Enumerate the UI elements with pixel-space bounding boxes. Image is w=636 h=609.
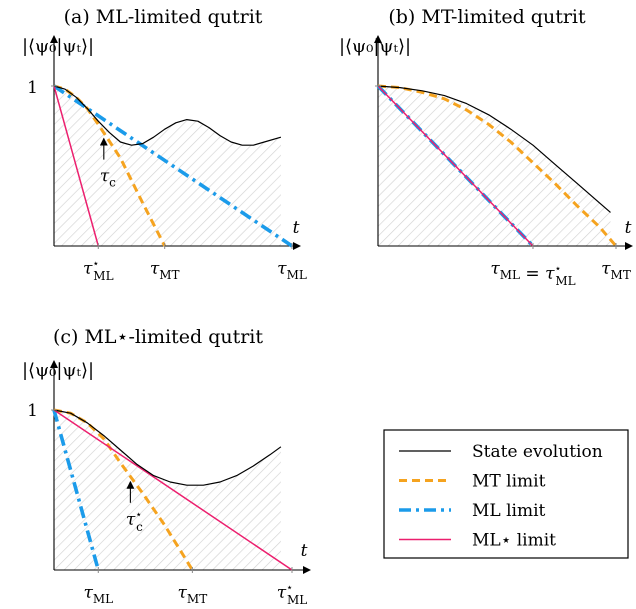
panel-c-mlstar-line <box>53 409 293 571</box>
panel-c-ml-line <box>52 409 101 571</box>
panel-a-plot: τ⋆ ML τMT τML τc <box>50 35 307 283</box>
panel-a-x-tick-label-2: τML <box>277 259 307 282</box>
panel-a-mlstar-line <box>53 85 100 247</box>
panel-a-annotation-label-0: τc <box>100 167 116 190</box>
panel-a-xlabel: t <box>293 218 300 238</box>
panel-c-plot: τML τMT τ⋆ ML τ⋆ c <box>50 360 311 607</box>
legend-label-state: State evolution <box>472 442 603 462</box>
panel-b-state-evolution-line <box>377 85 611 213</box>
panel-c-ylabel: |⟨ψ₀|ψₜ⟩| <box>22 360 94 381</box>
panel-b: (b) MT-limited qutrit |⟨ψ₀|ψₜ⟩| τML = τ⋆… <box>339 6 633 288</box>
panel-b-xlabel: t <box>625 218 632 238</box>
panel-c-xlabel: t <box>301 541 308 561</box>
panel-c-ytick-one: 1 <box>27 401 38 421</box>
panel-c: (c) ML⋆-limited qutrit |⟨ψ₀|ψₜ⟩| 1 τML τM… <box>22 326 311 607</box>
panel-c-x-tick-label-1: τMT <box>178 583 208 606</box>
panel-a-shaded-region <box>54 86 281 246</box>
panel-a-ml-line <box>52 84 294 248</box>
panel-b-mt-line <box>377 84 618 247</box>
panel-c-state-evolution-line <box>53 409 282 486</box>
panel-a-x-tick-label-1: τMT <box>150 259 180 282</box>
legend-label-ml: ML limit <box>472 501 546 521</box>
panel-b-plot: τML = τ⋆ ML τMT <box>374 35 633 288</box>
panel-a-ytick-one: 1 <box>27 78 38 98</box>
panel-b-x-tick-label-0: τML = τ⋆ ML <box>490 259 575 288</box>
legend: State evolution MT limit ML limit ML⋆ limit <box>383 429 629 559</box>
panel-a-ylabel: |⟨ψ₀|ψₜ⟩| <box>22 36 94 57</box>
panel-c-x-tick-label-0: τML <box>83 583 113 606</box>
panel-c-x-tick-label-2: τ⋆ ML <box>277 581 308 607</box>
legend-rows: State evolution MT limit ML limit ML⋆ limit <box>399 442 603 551</box>
panel-b-mlstar-line <box>377 85 534 247</box>
panel-a: (a) ML-limited qutrit |⟨ψ₀|ψₜ⟩| 1 τ⋆ ML τM… <box>22 6 307 283</box>
panel-a-title: (a) ML-limited qutrit <box>64 6 263 28</box>
panel-c-shaded-region <box>54 410 281 570</box>
panel-a-state-evolution-line <box>53 85 282 146</box>
panel-b-shaded-region <box>378 86 611 246</box>
panel-b-x-tick-label-1: τMT <box>601 259 631 282</box>
legend-label-mlstar: ML⋆ limit <box>472 531 556 551</box>
panel-c-annotation-label-0: τ⋆ c <box>126 508 143 534</box>
panel-b-ylabel: |⟨ψ₀|ψₜ⟩| <box>339 36 411 57</box>
panel-c-title: (c) ML⋆-limited qutrit <box>53 326 263 348</box>
legend-label-mt: MT limit <box>472 472 546 492</box>
panel-b-title: (b) MT-limited qutrit <box>388 6 586 28</box>
panel-a-x-tick-label-0: τ⋆ ML <box>83 257 114 283</box>
